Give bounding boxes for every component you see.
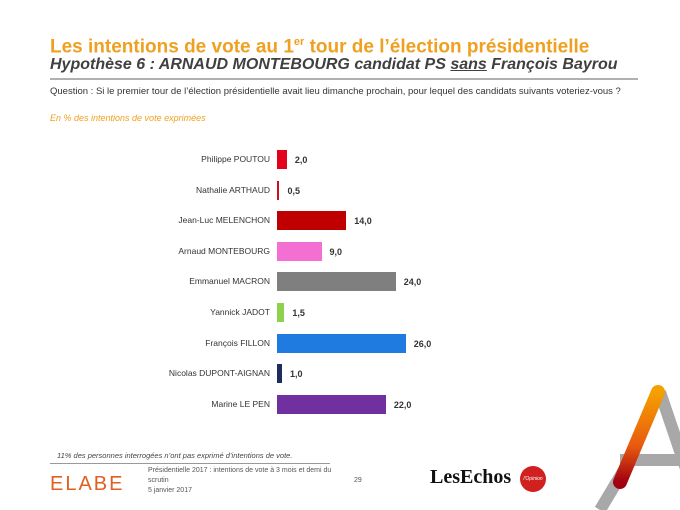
bar — [277, 333, 406, 353]
divider — [50, 78, 638, 80]
footer-info-line: Présidentielle 2017 : intentions de vote… — [148, 467, 332, 484]
title-sup: er — [293, 36, 305, 48]
page-title: Les intentions de vote au 1er tour de l’… — [50, 36, 589, 58]
decorative-a-logo — [594, 385, 680, 510]
value-label: 0,5 — [287, 185, 300, 196]
subtitle-text-end: François Bayrou — [486, 56, 618, 73]
footnote: 11% des personnes interrogées n’ont pas … — [57, 451, 293, 460]
category-label: François FILLON — [205, 337, 270, 348]
value-label: 26,0 — [413, 338, 432, 349]
value-label: 9,0 — [329, 246, 343, 257]
subtitle-underlined: sans — [450, 56, 487, 73]
bar — [277, 241, 322, 261]
bar — [277, 272, 396, 292]
footer-divider — [50, 463, 330, 464]
page-subtitle: Hypothèse 6 : ARNAUD MONTEBOURG candidat… — [50, 56, 618, 74]
les-echos-logo: LesEchos — [430, 466, 512, 488]
value-label: 1,5 — [292, 308, 305, 318]
category-label: Philippe POUTOU — [201, 154, 270, 164]
unit-text: En % des intentions de vote exprimées — [50, 113, 206, 123]
category-label: Jean-Luc MELENCHON — [178, 215, 270, 226]
category-label: Nicolas DUPONT-AIGNAN — [168, 368, 270, 379]
value-label: 24,0 — [403, 277, 422, 288]
page-number: 29 — [354, 477, 362, 484]
bar — [277, 303, 285, 322]
footer-info: Présidentielle 2017 : intentions de vote… — [148, 466, 348, 496]
value-label: 14,0 — [354, 216, 372, 227]
category-label: Nathalie ARTHAUD — [195, 184, 270, 195]
category-label: Emmanuel MACRON — [189, 276, 270, 287]
question-text: Question : Si le premier tour de l’élect… — [50, 86, 621, 97]
title-text-end: tour de l’élection présidentielle — [304, 36, 590, 58]
value-label: 22,0 — [393, 399, 412, 410]
category-label: Arnaud MONTEBOURG — [178, 245, 270, 256]
value-label: 1,0 — [289, 369, 303, 380]
category-label: Yannick JADOT — [210, 307, 270, 317]
logo-stroke-right — [654, 390, 680, 470]
bar — [277, 364, 282, 384]
category-label: Marine LE PEN — [211, 398, 270, 409]
subtitle-text: Hypothèse 6 : ARNAUD MONTEBOURG candidat… — [50, 56, 451, 73]
logo-stroke-left — [613, 385, 665, 489]
bar — [277, 180, 280, 200]
bar — [277, 394, 386, 414]
title-text: Les intentions de vote au 1 — [50, 36, 294, 58]
value-label: 2,0 — [294, 155, 308, 165]
footer-date: 5 janvier 2017 — [148, 487, 192, 494]
bar — [277, 211, 347, 231]
bar — [277, 150, 287, 169]
elabe-logo: ELABE — [50, 473, 125, 495]
opinion-logo: l'Opinion — [520, 466, 546, 492]
